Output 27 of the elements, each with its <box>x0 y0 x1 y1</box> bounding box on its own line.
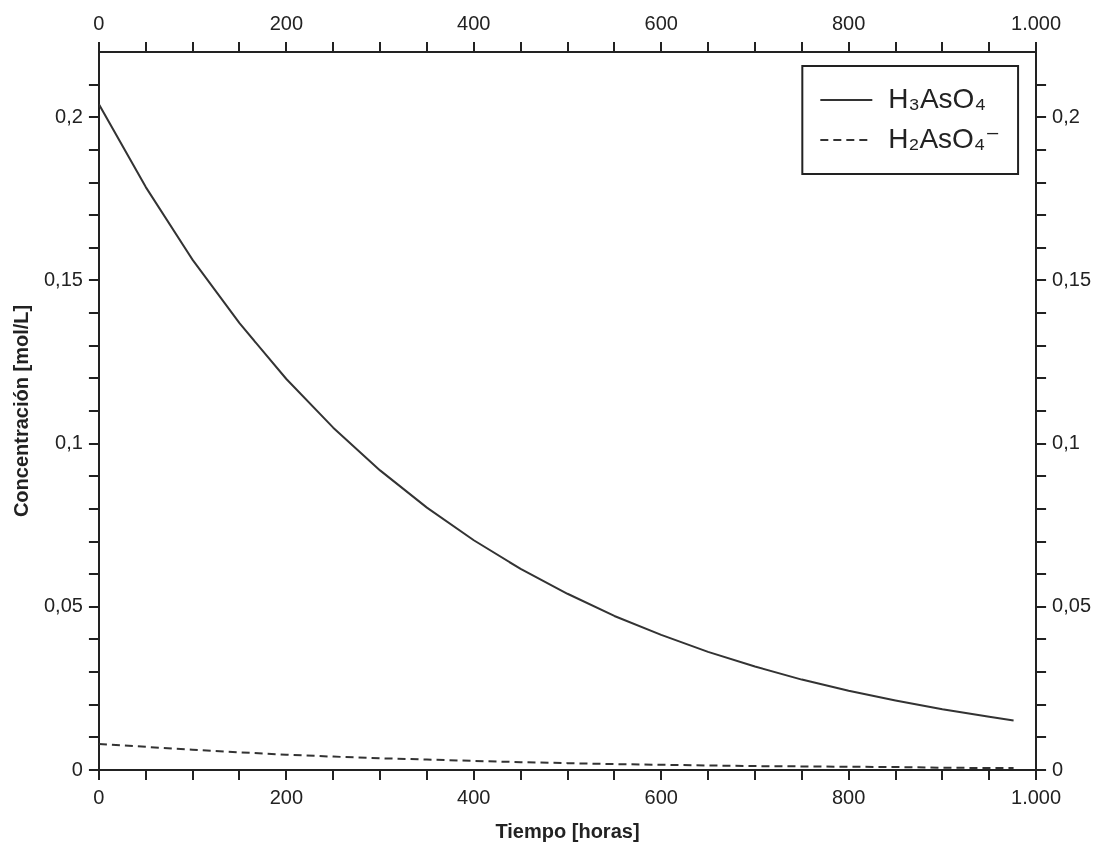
x-tick-label: 1.000 <box>1011 785 1062 808</box>
x2-tick-label: 400 <box>457 11 491 34</box>
y2-tick-label: 0,15 <box>1052 267 1092 290</box>
y2-tick-label: 0,05 <box>1052 594 1092 617</box>
y-tick-label: 0 <box>71 757 83 780</box>
x2-tick-label: 1.000 <box>1011 11 1062 34</box>
x-tick-label: 400 <box>457 785 491 808</box>
y2-tick-label: 0,1 <box>1052 431 1080 454</box>
line-series <box>98 742 1015 770</box>
x-axis-title: Tiempo [horas] <box>495 819 640 842</box>
x-tick-label: 600 <box>644 785 678 808</box>
x-tick-label: 800 <box>831 785 866 808</box>
x2-tick-label: 800 <box>831 11 866 34</box>
y-axis-title: Concentración [mol/L] <box>9 304 32 518</box>
y2-tick-label: 0,2 <box>1052 104 1080 127</box>
y-tick-label: 0,15 <box>43 267 83 290</box>
x2-tick-label: 200 <box>269 11 304 34</box>
x2-tick-label: 600 <box>644 11 678 34</box>
x2-tick-label: 0 <box>93 11 105 34</box>
y-tick-label: 0,05 <box>43 594 83 617</box>
legend-label: H₂AsO₄⁻ <box>888 122 1001 154</box>
y-tick-label: 0,1 <box>55 431 83 454</box>
x-tick-label: 0 <box>93 785 105 808</box>
x-tick-label: 200 <box>269 785 304 808</box>
y-tick-label: 0,2 <box>55 104 83 127</box>
y2-tick-label: 0 <box>1052 757 1064 780</box>
legend-label: H₃AsO₄ <box>888 82 986 114</box>
